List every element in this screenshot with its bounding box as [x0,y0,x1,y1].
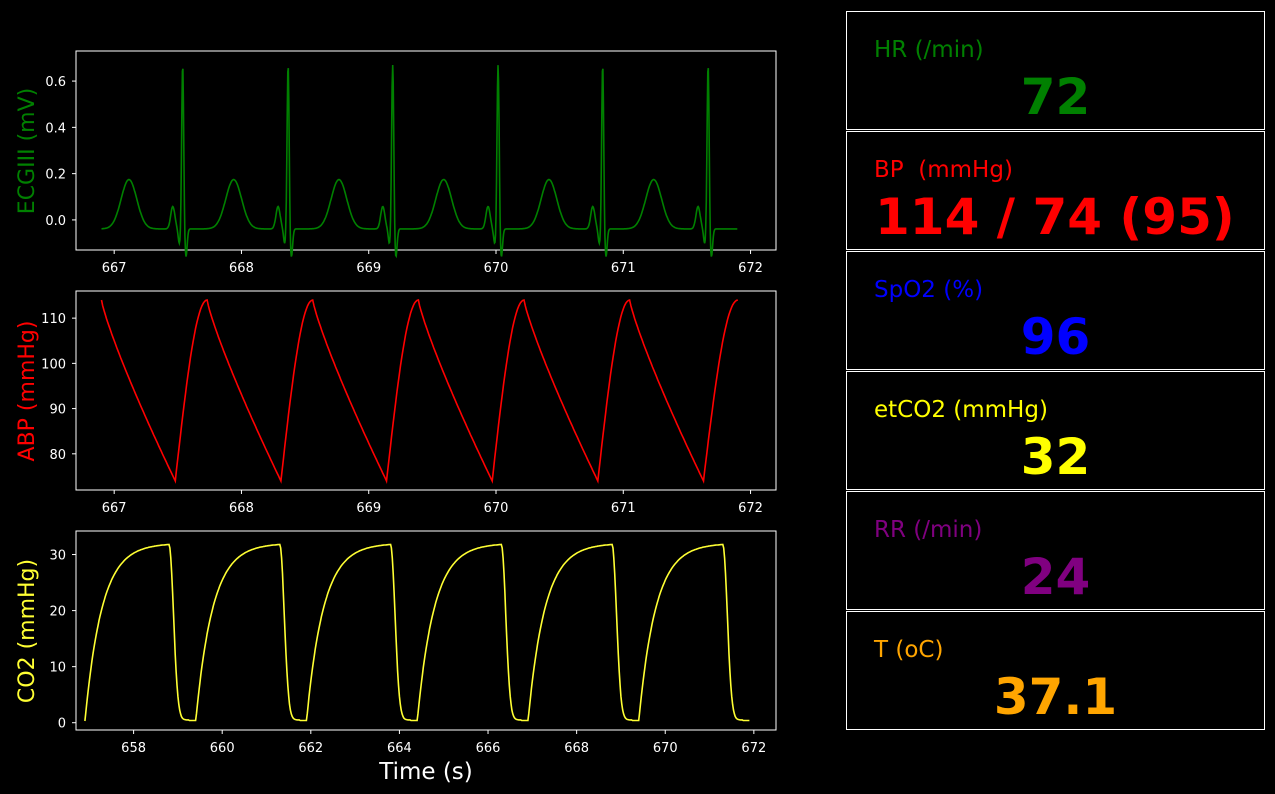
hr-value: 72 [1020,68,1091,126]
abp-x-tick-label: 669 [356,501,381,516]
co2-y-tick-label: 20 [49,605,66,620]
co2-x-tick-label: 658 [121,741,146,756]
abp-trace-line [100,298,739,485]
hr-label: HR (/min) [874,37,984,63]
bp-panel: BP (mmHg) 114 / 74 (95) [846,131,1265,250]
co2-x-tick-label: 664 [387,741,412,756]
co2-trace-line [84,543,750,722]
abp-plot-frame [75,290,777,491]
co2-chart: 658 660 662 664 666 668 670 672 0 10 20 30 CO2 (mmHg… [15,530,777,756]
ecg-x-tick-label: 667 [102,261,127,276]
rr-label: RR (/min) [874,517,983,543]
etco2-panel: etCO2 (mmHg) 32 [846,371,1265,490]
abp-y-tick-label: 80 [49,448,66,463]
abp-x-tick-label: 668 [229,501,254,516]
rr-panel: RR (/min) 24 [846,491,1265,610]
abp-x-tick-label: 667 [102,501,127,516]
co2-x-tick-label: 666 [476,741,501,756]
etco2-value: 32 [1020,428,1091,486]
abp-x-tick-label: 670 [484,501,509,516]
ecg-y-tick-label: 0.0 [45,214,66,229]
spo2-value: 96 [1020,308,1091,366]
co2-y-tick-label: 10 [49,661,66,676]
temp-label: T (oC) [874,637,944,663]
spo2-label: SpO2 (%) [874,277,984,303]
ecg-y-tick-label: 0.6 [45,75,66,90]
temp-value: 37.1 [993,668,1118,726]
hr-panel: HR (/min) 72 [846,11,1265,130]
co2-x-tick-label: 660 [210,741,235,756]
rr-value: 24 [1020,548,1091,606]
waveform-charts: Time (s) 667 668 669 670 671 672 0.0 0.2 0.4 0.6 E… [15,50,777,785]
co2-y-axis-label: CO2 (mmHg) [15,559,40,703]
co2-y-tick-label: 30 [49,549,66,564]
ecg-x-tick-label: 670 [484,261,509,276]
etco2-label: etCO2 (mmHg) [874,397,1048,423]
co2-plot-frame [75,530,777,731]
ecg-plot-frame [75,50,777,251]
ecg-y-axis-label: ECGIII (mV) [15,88,40,214]
ecg-trace-line [101,64,738,259]
abp-y-tick-label: 90 [49,403,66,418]
abp-x-tick-label: 672 [738,501,763,516]
co2-x-tick-label: 670 [653,741,678,756]
abp-y-tick-label: 100 [41,357,66,372]
ecg-x-tick-label: 671 [611,261,636,276]
ecg-y-tick-label: 0.2 [45,168,66,183]
bp-label: BP (mmHg) [874,157,1013,183]
temp-panel: T (oC) 37.1 [846,611,1265,730]
spo2-panel: SpO2 (%) 96 [846,251,1265,370]
ecg-chart: 667 668 669 670 671 672 0.0 0.2 0.4 0.6 ECGIII (mV… [15,50,777,276]
abp-y-tick-label: 110 [41,312,66,327]
x-axis-title: Time (s) [378,759,473,785]
co2-x-tick-label: 662 [298,741,323,756]
ecg-y-tick-label: 0.4 [45,121,66,136]
co2-y-tick-label: 0 [58,717,66,732]
ecg-x-tick-label: 668 [229,261,254,276]
ecg-x-tick-label: 669 [356,261,381,276]
abp-x-tick-label: 671 [611,501,636,516]
co2-x-tick-label: 668 [564,741,589,756]
abp-y-axis-label: ABP (mmHg) [15,321,40,462]
co2-x-tick-label: 672 [741,741,766,756]
bp-value: 114 / 74 (95) [875,188,1235,246]
ecg-x-tick-label: 672 [738,261,763,276]
